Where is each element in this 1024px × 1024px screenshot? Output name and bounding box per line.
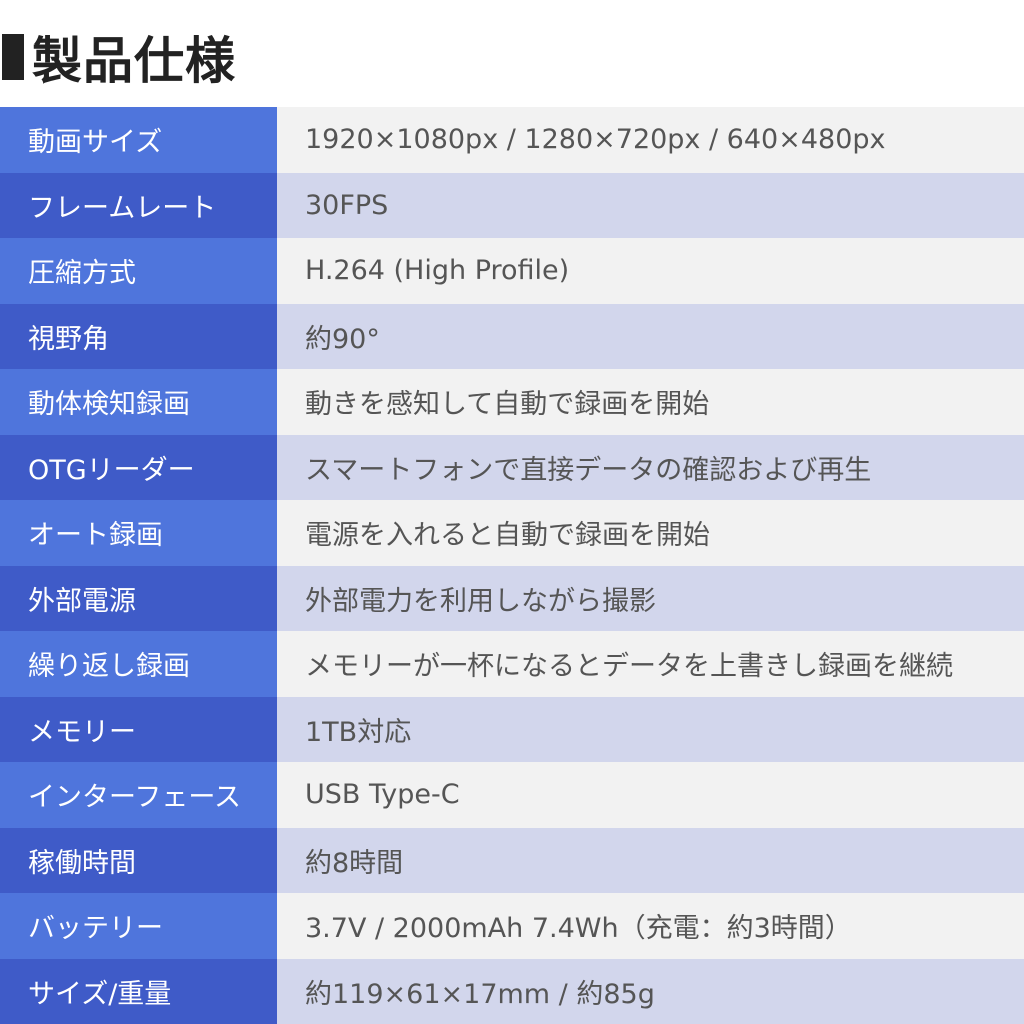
- spec-row: バッテリー 3.7V / 2000mAh 7.4Wh（充電：約3時間）: [0, 893, 1024, 959]
- spec-row: 視野角 約90°: [0, 303, 1024, 369]
- spec-row: オート録画 電源を入れると自動で録画を開始: [0, 500, 1024, 566]
- spec-table: 動画サイズ 1920×1080px / 1280×720px / 640×480p…: [0, 107, 1024, 1024]
- spec-label: 繰り返し録画: [0, 631, 277, 697]
- spec-label: 圧縮方式: [0, 238, 277, 304]
- spec-label: メモリー: [0, 696, 277, 762]
- spec-row: 圧縮方式 H.264 (High Profile): [0, 238, 1024, 304]
- spec-row: インターフェース USB Type-C: [0, 762, 1024, 828]
- spec-label: オート録画: [0, 500, 277, 566]
- spec-label: 視野角: [0, 303, 277, 369]
- spec-value: 約119×61×17mm / 約85g: [277, 958, 1024, 1024]
- spec-value: 1920×1080px / 1280×720px / 640×480px: [277, 107, 1024, 173]
- page-title: 製品仕様: [0, 22, 236, 92]
- spec-value: メモリーが一杯になるとデータを上書きし録画を継続: [277, 631, 1024, 697]
- spec-row: 繰り返し録画 メモリーが一杯になるとデータを上書きし録画を継続: [0, 631, 1024, 697]
- title-bar-marker: [2, 34, 24, 80]
- spec-label: インターフェース: [0, 762, 277, 828]
- spec-value: 電源を入れると自動で録画を開始: [277, 500, 1024, 566]
- spec-value: H.264 (High Profile): [277, 238, 1024, 304]
- spec-row: 外部電源 外部電力を利用しながら撮影: [0, 565, 1024, 631]
- spec-row: OTGリーダー スマートフォンで直接データの確認および再生: [0, 434, 1024, 500]
- spec-row: フレームレート 30FPS: [0, 172, 1024, 238]
- spec-label: OTGリーダー: [0, 434, 277, 500]
- spec-row: サイズ/重量 約119×61×17mm / 約85g: [0, 958, 1024, 1024]
- spec-row: 稼働時間 約8時間: [0, 827, 1024, 893]
- spec-value: 3.7V / 2000mAh 7.4Wh（充電：約3時間）: [277, 893, 1024, 959]
- spec-value: 30FPS: [277, 172, 1024, 238]
- spec-row: 動画サイズ 1920×1080px / 1280×720px / 640×480p…: [0, 107, 1024, 173]
- spec-value: 約8時間: [277, 827, 1024, 893]
- spec-value: USB Type-C: [277, 762, 1024, 828]
- spec-value: 動きを感知して自動で録画を開始: [277, 369, 1024, 435]
- spec-label: フレームレート: [0, 172, 277, 238]
- spec-value: 外部電力を利用しながら撮影: [277, 565, 1024, 631]
- spec-label: 動体検知録画: [0, 369, 277, 435]
- spec-label: サイズ/重量: [0, 958, 277, 1024]
- page-title-text: 製品仕様: [32, 32, 236, 90]
- spec-value: 約90°: [277, 303, 1024, 369]
- spec-label: 外部電源: [0, 565, 277, 631]
- spec-row: メモリー 1TB対応: [0, 696, 1024, 762]
- spec-label: 稼働時間: [0, 827, 277, 893]
- spec-label: 動画サイズ: [0, 107, 277, 173]
- spec-label: バッテリー: [0, 893, 277, 959]
- spec-row: 動体検知録画 動きを感知して自動で録画を開始: [0, 369, 1024, 435]
- spec-value: 1TB対応: [277, 696, 1024, 762]
- spec-value: スマートフォンで直接データの確認および再生: [277, 434, 1024, 500]
